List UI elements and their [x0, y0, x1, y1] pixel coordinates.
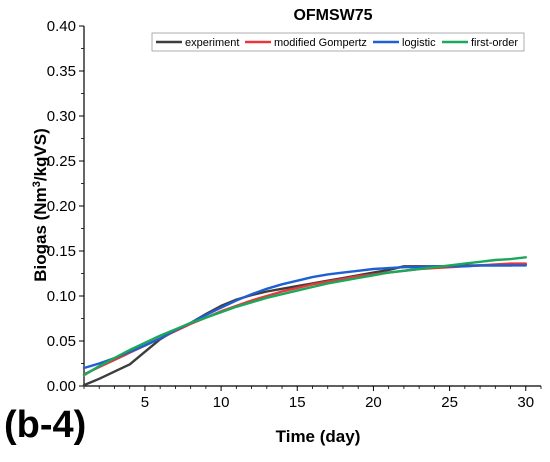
x-tick-label: 30 [517, 394, 534, 411]
y-tick-label: 0.30 [47, 108, 76, 125]
y-axis-title-tail: /kgVS) [31, 128, 50, 181]
y-tick-label: 0.10 [47, 288, 76, 305]
legend-box [151, 32, 525, 52]
legend-label: logistic [402, 37, 436, 49]
legend-label: modified Gompertz [274, 37, 367, 49]
series-line-experiment [82, 263, 527, 387]
series-lines [82, 256, 527, 387]
x-axis: 5 10 15 20 25 30 [83, 386, 542, 411]
series-line-modified-Gompertz [82, 262, 527, 376]
y-tick-label: 0.00 [47, 378, 76, 395]
y-tick-label: 0.15 [47, 243, 76, 260]
panel-label: (b-4) [4, 404, 87, 446]
y-axis-title-superscript: 3 [31, 181, 43, 187]
x-tick-label: 15 [289, 394, 306, 411]
y-axis-title-main: Biogas (Nm [31, 187, 50, 281]
series-line-logistic [82, 264, 527, 370]
legend: experiment modified Gompertz logistic first… [151, 32, 525, 52]
chart-title: OFMSW75 [293, 7, 372, 24]
x-tick-label: 25 [441, 394, 458, 411]
legend-label: first-order [471, 37, 518, 49]
y-tick-label: 0.20 [47, 198, 76, 215]
y-tick-label: 0.40 [47, 18, 76, 35]
y-tick-label: 0.05 [47, 333, 76, 350]
x-axis-title: Time (day) [276, 427, 361, 446]
y-tick-label: 0.35 [47, 63, 76, 80]
series-line-first-order [82, 256, 527, 377]
plot-area [83, 26, 541, 387]
y-axis: 0.00 0.05 0.10 0.15 0.20 0.25 0.30 0.35 0.40 [47, 18, 84, 395]
legend-label: experiment [185, 37, 239, 49]
x-tick-label: 5 [141, 394, 149, 411]
x-tick-label: 10 [213, 394, 230, 411]
y-axis-title: Biogas (Nm3/kgVS) [31, 128, 50, 282]
x-tick-label: 20 [365, 394, 382, 411]
y-tick-label: 0.25 [47, 153, 76, 170]
